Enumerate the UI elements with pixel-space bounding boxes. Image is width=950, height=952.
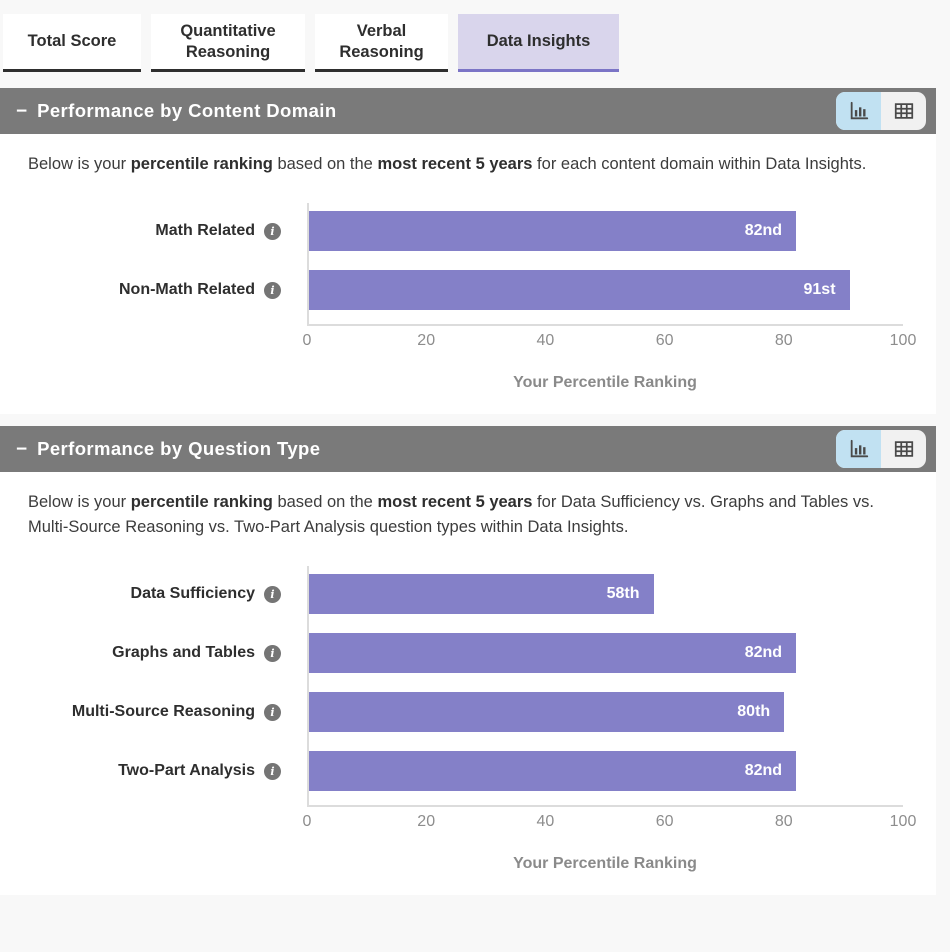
score-tabs: Total Score Quantitative Reasoning Verba…: [0, 0, 950, 72]
section-title: Performance by Content Domain: [37, 100, 337, 121]
plot-area: 82nd 91st: [307, 203, 903, 327]
tick-label: 20: [417, 813, 436, 831]
bar-value-label: 58th: [606, 585, 640, 603]
bar-two-part-analysis: 82nd: [309, 751, 797, 792]
question-type-chart: Data Sufficiency i Graphs and Tables i M…: [0, 566, 936, 808]
tick-label: 100: [889, 332, 917, 350]
bar-value-label: 82nd: [744, 762, 783, 780]
chart-view-button[interactable]: [836, 430, 881, 469]
info-icon[interactable]: i: [264, 703, 281, 721]
section-header-question-type[interactable]: − Performance by Question Type: [0, 426, 936, 473]
bar-value-label: 82nd: [744, 222, 783, 240]
info-icon[interactable]: i: [264, 585, 281, 603]
section-title: Performance by Question Type: [37, 438, 321, 460]
tab-label: Total Score: [27, 32, 117, 51]
bar-value-label: 91st: [803, 281, 836, 299]
category-multi-source-reasoning: Multi-Source Reasoning i: [0, 692, 307, 732]
bar-math-related: 82nd: [309, 211, 797, 252]
info-icon[interactable]: i: [264, 762, 281, 780]
section-intro-text: Below is your percentile ranking based o…: [28, 493, 874, 537]
view-toggle: [836, 92, 926, 130]
section-body: Below is your percentile ranking based o…: [0, 472, 936, 896]
view-toggle: [836, 430, 926, 469]
category-label: Multi-Source Reasoning: [71, 703, 255, 721]
category-graphs-and-tables: Graphs and Tables i: [0, 633, 307, 673]
collapse-icon[interactable]: −: [16, 100, 28, 122]
tick-label: 40: [536, 332, 555, 350]
tab-label: Data Insights: [486, 32, 591, 51]
tab-data-insights[interactable]: Data Insights: [458, 14, 619, 72]
category-labels: Data Sufficiency i Graphs and Tables i M…: [0, 566, 307, 807]
category-two-part-analysis: Two-Part Analysis i: [0, 751, 307, 791]
plot-area: 58th 82nd 80th 82nd: [307, 566, 903, 808]
section-header-content-domain[interactable]: − Performance by Content Domain: [0, 88, 936, 134]
category-data-sufficiency: Data Sufficiency i: [0, 574, 307, 614]
tab-verbal-reasoning[interactable]: Verbal Reasoning: [315, 14, 448, 72]
content-domain-chart: Math Related i Non-Math Related i 82nd 9…: [0, 203, 936, 327]
tick-label: 40: [536, 813, 555, 831]
category-label: Two-Part Analysis: [118, 762, 255, 780]
tick-label: 80: [774, 813, 793, 831]
table-view-button[interactable]: [881, 430, 926, 468]
tick-label: 60: [655, 813, 674, 831]
bar-data-sufficiency: 58th: [309, 574, 654, 615]
x-axis-ticks: 0 20 40 60 80 100: [303, 332, 917, 354]
section-question-type: − Performance by Question Type: [0, 426, 936, 896]
tab-label: Verbal Reasoning: [339, 22, 424, 61]
category-labels: Math Related i Non-Math Related i: [0, 203, 307, 326]
bar-graphs-and-tables: 82nd: [309, 633, 797, 674]
tab-label: Quantitative Reasoning: [180, 22, 276, 61]
table-view-button[interactable]: [881, 92, 926, 130]
category-math-related: Math Related i: [0, 211, 307, 251]
category-non-math-related: Non-Math Related i: [0, 270, 307, 310]
x-axis-label: Your Percentile Ranking: [513, 855, 697, 873]
table-icon: [894, 441, 913, 457]
bar-non-math-related: 91st: [309, 270, 850, 311]
info-icon[interactable]: i: [264, 644, 281, 662]
tab-total-score[interactable]: Total Score: [3, 14, 141, 72]
info-icon[interactable]: i: [264, 281, 281, 299]
tick-label: 60: [655, 332, 674, 350]
bar-value-label: 82nd: [744, 644, 783, 662]
bar-chart-icon: [850, 101, 868, 120]
bar-value-label: 80th: [737, 703, 771, 721]
section-content-domain: − Performance by Content Domain: [0, 88, 936, 415]
tick-label: 0: [302, 813, 312, 831]
info-icon[interactable]: i: [264, 222, 281, 240]
tick-label: 100: [889, 813, 917, 831]
table-icon: [894, 103, 913, 119]
bar-multi-source-reasoning: 80th: [309, 692, 785, 733]
tick-label: 20: [417, 332, 436, 350]
tick-label: 80: [774, 332, 793, 350]
collapse-icon[interactable]: −: [16, 438, 28, 460]
category-label: Math Related: [155, 222, 255, 240]
category-label: Non-Math Related: [119, 281, 255, 299]
section-body: Below is your percentile ranking based o…: [0, 134, 936, 415]
category-label: Graphs and Tables: [112, 644, 255, 662]
x-axis-label: Your Percentile Ranking: [513, 374, 697, 392]
bar-chart-icon: [850, 439, 868, 458]
tick-label: 0: [302, 332, 312, 350]
tab-quantitative-reasoning[interactable]: Quantitative Reasoning: [151, 14, 305, 72]
category-label: Data Sufficiency: [130, 585, 255, 603]
section-intro-text: Below is your percentile ranking based o…: [28, 155, 867, 173]
x-axis-ticks: 0 20 40 60 80 100: [303, 813, 917, 835]
chart-view-button[interactable]: [836, 92, 881, 130]
